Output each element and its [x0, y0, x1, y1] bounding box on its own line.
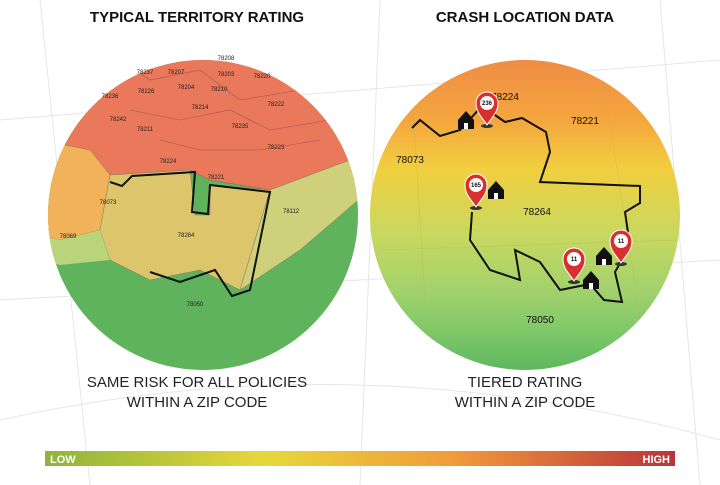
zip-label: 78222 [268, 102, 285, 108]
zip-label: 78208 [218, 56, 235, 62]
pin-shadow [568, 280, 580, 284]
zip-label: 78050 [526, 315, 554, 326]
zip-label: 78204 [178, 85, 195, 91]
house-door [464, 123, 468, 129]
house-icon [583, 271, 599, 289]
zip-label: 78211 [137, 127, 154, 133]
left-map [48, 60, 358, 370]
crash-pins: 236 165 11 11 [458, 91, 633, 289]
pin-count: 11 [571, 257, 578, 263]
zip-label: 78207 [168, 70, 185, 76]
pin-count: 165 [471, 183, 482, 189]
zip-label: 78203 [218, 72, 235, 78]
zip-label: 78264 [178, 233, 195, 239]
zip-label: 78069 [60, 234, 77, 240]
right-map [370, 60, 680, 370]
house-icon [488, 181, 504, 199]
house-icon [596, 247, 612, 265]
left-title: TYPICAL TERRITORY RATING [90, 9, 304, 26]
left-caption: SAME RISK FOR ALL POLICIES [87, 374, 307, 391]
zip-label: 78223 [268, 145, 285, 151]
pin-shadow [615, 262, 627, 266]
pin-center [480, 96, 494, 110]
legend-low: LOW [50, 454, 76, 466]
house-door [589, 283, 593, 289]
pin-center [469, 178, 483, 192]
pin-count: 11 [618, 239, 625, 245]
pin-center [567, 252, 581, 266]
legend-bar [45, 451, 675, 466]
zip-label: 78242 [110, 117, 127, 123]
left-zip-labels: 78237 78207 78208 78203 78220 78236 78226 78204… [60, 56, 300, 308]
zip-label: 78073 [396, 155, 424, 166]
zip-label: 78214 [192, 105, 209, 111]
pin-shadow [470, 206, 482, 210]
right-title: CRASH LOCATION DATA [436, 9, 614, 26]
pin-center [614, 234, 628, 248]
house-door [494, 193, 498, 199]
right-caption: TIERED RATING [468, 374, 583, 391]
pin-shadow [481, 124, 493, 128]
zip-label: 78226 [138, 89, 155, 95]
zip-label: 78236 [102, 94, 119, 100]
zip-label: 78210 [211, 87, 228, 93]
zip-label: 78220 [254, 74, 271, 80]
zip-label: 78221 [208, 175, 225, 181]
zip-label: 78224 [160, 159, 177, 165]
house-door [602, 259, 606, 265]
zip-label: 78112 [283, 209, 300, 215]
left-caption: WITHIN A ZIP CODE [127, 394, 268, 411]
zip-label: 78224 [491, 92, 519, 103]
zip-label: 78221 [571, 116, 599, 127]
zip-label: 78050 [187, 302, 204, 308]
right-zip-labels: 78224 78221 78073 78264 78050 [396, 92, 599, 326]
legend-high: HIGH [643, 454, 671, 466]
right-caption: WITHIN A ZIP CODE [455, 394, 596, 411]
zip-label: 78237 [137, 70, 154, 76]
zip-label: 78235 [232, 124, 249, 130]
zip-label: 78073 [100, 200, 117, 206]
pin-count: 236 [482, 101, 493, 107]
house-icon [458, 111, 474, 129]
zip-label: 78264 [523, 207, 551, 218]
